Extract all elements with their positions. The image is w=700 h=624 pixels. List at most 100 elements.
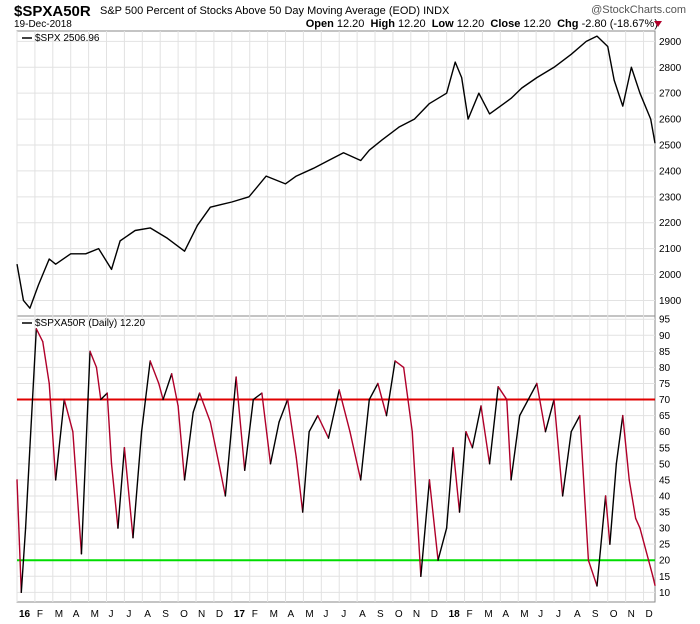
x-tick-label: A xyxy=(502,609,509,620)
y-tick-label: 80 xyxy=(659,363,671,374)
breadth-line-segment xyxy=(24,447,31,529)
breadth-line-segment xyxy=(218,463,227,497)
description-text: S&P 500 Percent of Stocks Above 50 Day M… xyxy=(100,5,420,17)
breadth-line-segment xyxy=(394,360,405,369)
breadth-line-segment xyxy=(149,360,160,385)
breadth-line-segment xyxy=(317,414,330,439)
breadth-line-segment xyxy=(20,527,27,594)
x-tick-label: N xyxy=(413,609,420,620)
y-tick-label: 25 xyxy=(659,540,671,551)
x-tick-label: N xyxy=(198,609,205,620)
x-tick-label: M xyxy=(270,609,278,620)
breadth-line-segment xyxy=(428,479,439,561)
y-tick-label: 2900 xyxy=(659,37,682,48)
x-tick-label: M xyxy=(484,609,492,620)
x-tick-label: D xyxy=(646,609,653,620)
breadth-line-segment xyxy=(48,382,57,481)
y-tick-label: 15 xyxy=(659,572,671,583)
x-tick-label: S xyxy=(162,609,169,620)
breadth-line-segment xyxy=(506,398,512,481)
x-tick-label: M xyxy=(91,609,99,620)
legend-label: $SPX 2506.96 xyxy=(35,33,100,44)
quote-date: 19-Dec-2018 xyxy=(14,19,72,30)
x-tick-label: J xyxy=(556,609,561,620)
breadth-line-segment xyxy=(488,385,499,465)
breadth-line-segment xyxy=(308,414,319,433)
y-tick-label: 45 xyxy=(659,475,671,486)
breadth-line-segment xyxy=(544,398,555,433)
breadth-line-segment xyxy=(170,373,179,407)
x-tick-label: J xyxy=(323,609,328,620)
breadth-line-segment xyxy=(360,398,370,481)
breadth-line-segment xyxy=(252,392,263,401)
breadth-line-segment xyxy=(385,360,396,417)
reference-lines xyxy=(17,398,655,562)
open-value: 12.20 xyxy=(336,18,365,30)
y-tick-label: 50 xyxy=(659,459,671,470)
breadth-line-segment xyxy=(192,392,201,414)
breadth-line-segment xyxy=(54,398,65,481)
y-tick-label: 85 xyxy=(659,347,671,358)
breadth-line-segment xyxy=(209,421,220,465)
open-label: Open xyxy=(305,18,334,30)
y-tick-label: 2800 xyxy=(659,63,682,74)
high-label: High xyxy=(370,18,395,30)
breadth-line-segment xyxy=(497,385,508,401)
breadth-line-segment xyxy=(411,430,422,577)
breadth-line-segment xyxy=(570,414,581,433)
chg-label: Chg xyxy=(557,18,579,30)
breadth-line-segment xyxy=(42,341,50,385)
x-tick-label: D xyxy=(216,609,223,620)
breadth-line-segment xyxy=(368,382,379,401)
x-tick-label: F xyxy=(467,609,473,620)
breadth-line-segment xyxy=(420,479,431,577)
y-tick-label: 75 xyxy=(659,379,671,390)
breadth-line-segment xyxy=(587,559,598,587)
breadth-line-segment xyxy=(95,366,102,401)
breadth-line-segment xyxy=(244,398,254,471)
breadth-line-segment xyxy=(596,495,607,587)
symbol-description: S&P 500 Percent of Stocks Above 50 Day M… xyxy=(100,5,449,17)
x-tick-label: O xyxy=(180,609,188,620)
x-tick-label: J xyxy=(126,609,131,620)
breadth-line-segment xyxy=(561,430,572,497)
x-tick-label: O xyxy=(395,609,403,620)
breadth-line-segment xyxy=(327,389,340,439)
low-value: 12.20 xyxy=(456,18,485,30)
x-tick-label: 18 xyxy=(449,609,461,620)
breadth-line-segment xyxy=(639,527,645,545)
x-tick-label: M xyxy=(520,609,528,620)
x-tick-label: F xyxy=(37,609,43,620)
breadth-line-segment xyxy=(402,366,413,433)
y-tick-label: 2500 xyxy=(659,141,682,152)
symbol-title: $SPXA50R xyxy=(14,3,91,20)
breadth-line-segment xyxy=(123,447,134,539)
x-tick-label: A xyxy=(144,609,151,620)
x-tick-label: J xyxy=(538,609,543,620)
breadth-line-segment xyxy=(349,430,362,481)
legend-label: $SPXA50R (Daily) 12.20 xyxy=(35,318,145,329)
x-tick-label: S xyxy=(592,609,599,620)
y-tick-label: 10 xyxy=(659,588,671,599)
breadth-line-segment xyxy=(377,382,388,417)
x-tick-label: A xyxy=(574,609,581,620)
breadth-line-segment xyxy=(615,414,624,465)
close-label: Close xyxy=(490,18,521,30)
breadth-line-segment xyxy=(458,430,467,513)
chg-value: -2.80 (-18.67%) xyxy=(581,18,658,30)
y-tick-label: 2300 xyxy=(659,192,682,203)
breadth-line-segment xyxy=(536,382,547,433)
x-tick-label: A xyxy=(359,609,366,620)
breadth-line-segment xyxy=(162,373,173,401)
breadth-line-segment xyxy=(72,430,83,555)
x-tick-label: F xyxy=(252,609,258,620)
breadth-line-segment xyxy=(63,398,74,433)
breadth-line-segment xyxy=(35,328,44,343)
y-tick-label: 1900 xyxy=(659,296,682,307)
y-tick-label: 30 xyxy=(659,524,671,535)
breadth-line-segment xyxy=(224,376,237,497)
breadth-line-segment xyxy=(100,392,108,401)
breadth-line-segment xyxy=(177,405,186,481)
